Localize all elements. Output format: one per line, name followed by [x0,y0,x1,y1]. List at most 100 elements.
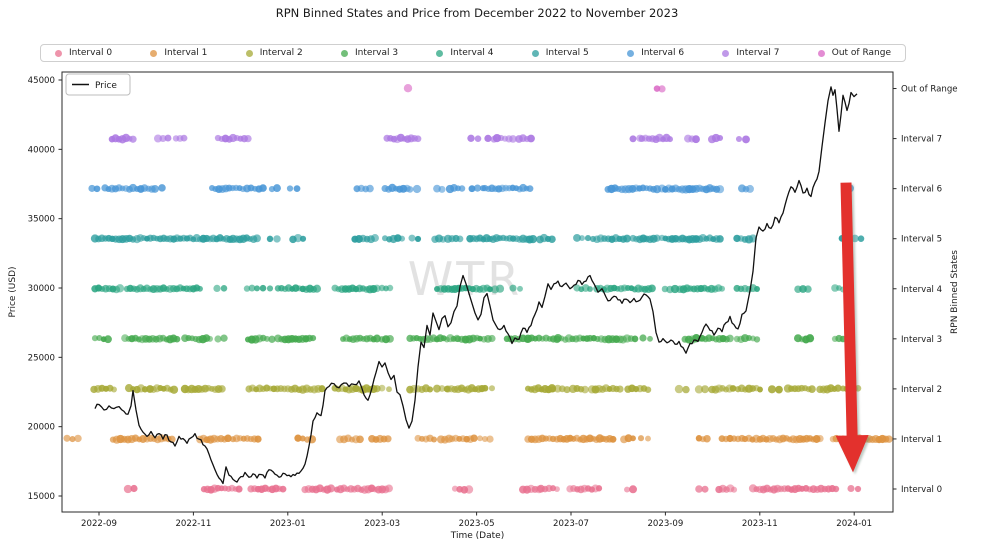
y-left-tick-label: 15000 [28,492,55,502]
scatter-dot [373,385,381,393]
scatter-dot [701,485,709,493]
scatter-dot [735,135,743,143]
scatter-dot [563,386,571,394]
scatter-dot [847,484,855,493]
scatter-dot [398,235,406,242]
scatter-dot [243,285,251,292]
scatter-dot [253,234,261,243]
chart-title: RPN Binned States and Price from Decembe… [275,6,679,20]
price-legend-box: Price [65,73,131,96]
scatter-dot [254,435,262,443]
legend-dot-icon [817,49,825,57]
scatter-dot [248,284,256,292]
scatter-dot [63,434,71,442]
scatter-dot [716,235,724,243]
legend-dot-icon [341,49,349,57]
price-legend-label: Price [95,81,117,91]
scatter-dot [264,335,270,342]
scatter-dot [385,484,393,493]
y-left-tick-label: 35000 [28,215,55,225]
scatter-dot [430,436,438,443]
legend-item: Interval 7 [722,48,779,58]
scatter-dot [473,184,482,192]
watermark-text: WTR [408,252,523,306]
y-left-tick-label: 20000 [28,423,55,433]
legend-dot-icon [531,49,539,57]
scatter-dot [414,235,422,242]
scatter-dot [224,434,232,443]
scatter-dot [486,435,494,443]
scatter-dot [218,385,226,393]
scatter-dot [854,485,862,493]
legend-item-label: Interval 5 [545,48,589,58]
scatter-dot [474,135,482,142]
scatter-dot [581,385,589,394]
y-left-tick-label: 25000 [28,353,55,363]
scatter-dot [129,135,137,143]
scatter-dot [667,136,673,143]
scatter-dot [386,386,392,393]
legend-dot-icon [722,49,730,57]
scatter-dot [695,485,703,493]
plot-border [61,71,894,513]
scatter-dot [715,185,725,194]
legend-item: Interval 5 [531,48,589,58]
scatter-dot [91,335,99,342]
scatter-dot [630,435,636,442]
scatter-dot [767,385,777,394]
scatter-dot [268,335,276,343]
scatter-dot [151,184,159,193]
y-left-axis-label: Price (USD) [8,266,18,317]
y-right-tick-label: Interval 6 [901,185,942,195]
scatter-dot [438,185,446,193]
scatter-dot [775,385,783,394]
scatter-dot [93,185,101,193]
scatter-dot [816,434,824,443]
scatter-dot [647,335,653,342]
scatter-dot [648,284,656,293]
legend-item-label: Interval 6 [641,48,685,58]
scatter-dot [158,184,166,192]
x-axis-label: Time (Date) [450,531,504,541]
scatter-dot [433,384,441,393]
y-right-tick-label: Interval 7 [901,135,942,145]
scatter-dot [220,285,228,292]
scatter-dot [726,334,734,343]
legend-item-label: Out of Range [831,48,891,58]
axes-layer: 2022-09 2022-11 2023-01 2023-03 2023-05 2023-… [28,76,958,529]
scatter-dot [729,385,737,392]
scatter-dot [719,285,725,292]
scatter-dot [180,134,188,142]
x-tick-label: 2023-05 [459,519,495,529]
legend-item: Interval 4 [436,48,493,58]
scatter-dot [169,385,179,394]
scatter-dot [526,185,534,193]
x-tick-label: 2023-07 [553,519,589,529]
scatter-dot [584,235,592,242]
scatter-dot [254,285,260,292]
scatter-dot [573,233,581,242]
scatter-dot [701,385,709,394]
scatter-dot [624,486,630,493]
legend-item-label: Interval 0 [69,48,113,58]
scatter-dot [754,286,760,292]
scatter-dot [748,234,758,243]
legend-dot-icon [245,49,253,57]
scatter-dot [318,385,326,393]
legend-item-label: Interval 2 [259,48,303,58]
scatter-dot [266,285,274,292]
x-tick-label: 2022-11 [175,519,211,529]
scatter-dot [456,235,464,243]
scatter-dot [371,234,379,242]
scatter-dot [527,134,535,143]
scatter-dot [403,84,413,93]
scatter-dot [384,435,392,443]
scatter-dot [74,434,82,443]
scatter-dot [481,435,489,443]
y-right-tick-label: Interval 4 [901,285,942,295]
scatter-dot [692,135,700,144]
scatter-dot [104,335,112,344]
scatter-dot [470,434,478,442]
scatter-dot [637,435,645,442]
